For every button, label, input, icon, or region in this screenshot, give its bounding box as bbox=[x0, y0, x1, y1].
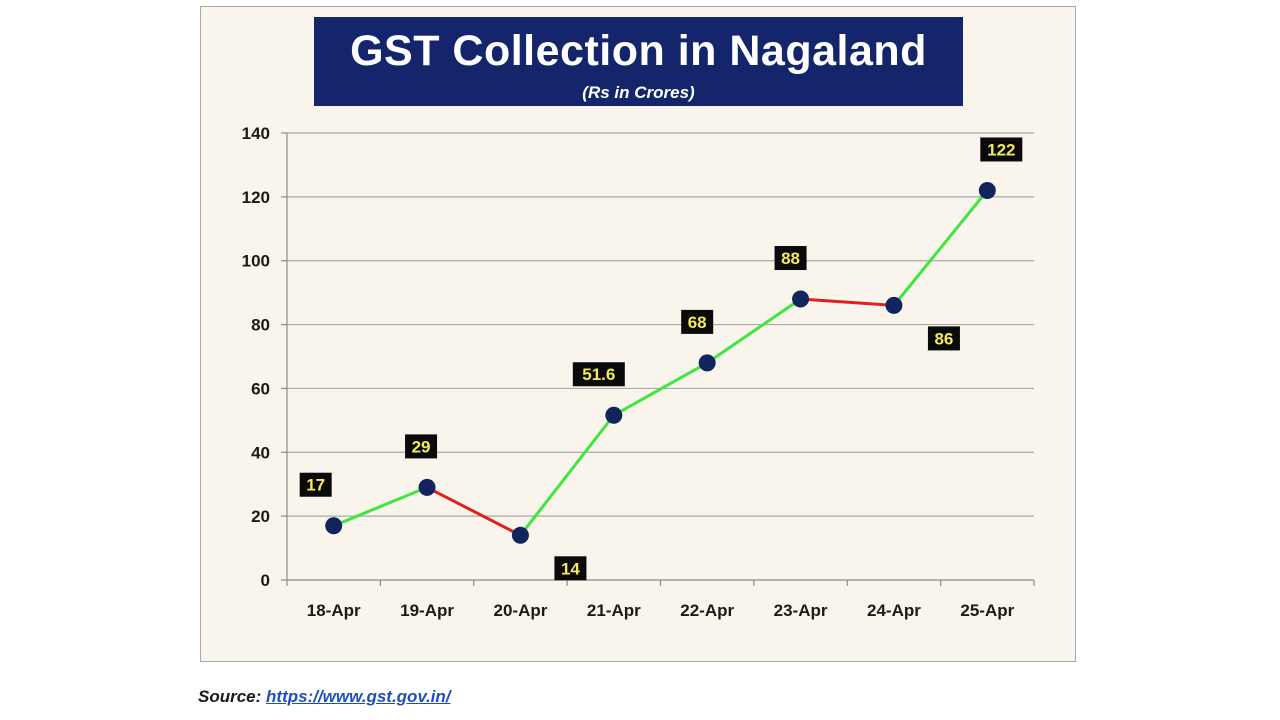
data-label-text: 68 bbox=[688, 313, 707, 332]
y-tick-label: 100 bbox=[242, 252, 270, 271]
data-label-box bbox=[980, 137, 1023, 162]
y-tick-label: 140 bbox=[242, 124, 270, 143]
data-label-text: 122 bbox=[987, 140, 1015, 159]
x-tick-label: 22-Apr bbox=[680, 601, 734, 620]
data-point bbox=[325, 517, 343, 535]
source-label: Source: bbox=[198, 687, 262, 706]
data-label-box bbox=[405, 434, 438, 459]
data-point bbox=[418, 478, 436, 496]
chart-title-banner: GST Collection in Nagaland (Rs in Crores… bbox=[314, 17, 963, 106]
y-tick-label: 80 bbox=[251, 316, 270, 335]
line-segment-down bbox=[799, 297, 896, 307]
x-tick-label: 23-Apr bbox=[774, 601, 828, 620]
y-tick-label: 120 bbox=[242, 188, 270, 207]
data-label-box bbox=[572, 362, 625, 387]
data-label-text: 88 bbox=[781, 249, 800, 268]
data-point bbox=[885, 296, 903, 314]
data-label: 51.6 bbox=[572, 362, 625, 387]
data-label-text: 86 bbox=[934, 329, 953, 348]
data-label-text: 51.6 bbox=[582, 365, 615, 384]
data-label-text: 17 bbox=[306, 476, 325, 495]
chart-title: GST Collection in Nagaland bbox=[350, 27, 927, 75]
x-tick-label: 18-Apr bbox=[307, 601, 361, 620]
data-point bbox=[511, 526, 529, 544]
x-tick-label: 21-Apr bbox=[587, 601, 641, 620]
data-label-box bbox=[927, 326, 960, 351]
line-segment-up bbox=[332, 485, 429, 528]
x-tick-label: 24-Apr bbox=[867, 601, 921, 620]
y-tick-label: 40 bbox=[251, 443, 270, 462]
line-segment-up bbox=[612, 361, 709, 417]
source-line: Source: https://www.gst.gov.in/ bbox=[198, 687, 451, 707]
x-tick-label: 20-Apr bbox=[494, 601, 548, 620]
data-point bbox=[698, 354, 716, 372]
data-label-box bbox=[299, 472, 332, 497]
data-label-text: 14 bbox=[561, 559, 580, 578]
data-label: 14 bbox=[554, 556, 587, 581]
y-tick-label: 0 bbox=[261, 571, 270, 590]
data-label-box bbox=[554, 556, 587, 581]
data-label-box bbox=[774, 246, 807, 271]
data-label: 86 bbox=[927, 326, 960, 351]
line-segment-up bbox=[705, 297, 803, 365]
data-label: 17 bbox=[299, 472, 332, 497]
data-label-text: 29 bbox=[412, 437, 431, 456]
data-label: 68 bbox=[681, 309, 714, 334]
data-point bbox=[978, 181, 996, 199]
data-label: 122 bbox=[980, 137, 1023, 162]
y-tick-label: 60 bbox=[251, 379, 270, 398]
data-label-box bbox=[681, 309, 714, 334]
source-link[interactable]: https://www.gst.gov.in/ bbox=[266, 687, 451, 706]
chart-subtitle: (Rs in Crores) bbox=[582, 83, 695, 102]
line-segment-up bbox=[892, 188, 989, 307]
x-tick-label: 19-Apr bbox=[400, 601, 454, 620]
line-segment-down bbox=[425, 485, 522, 537]
line-segment-up bbox=[518, 413, 616, 537]
data-point bbox=[605, 406, 623, 424]
data-label: 29 bbox=[405, 434, 438, 459]
y-tick-label: 20 bbox=[251, 507, 270, 526]
data-label: 88 bbox=[774, 246, 807, 271]
data-point bbox=[792, 290, 810, 308]
x-tick-label: 25-Apr bbox=[960, 601, 1014, 620]
